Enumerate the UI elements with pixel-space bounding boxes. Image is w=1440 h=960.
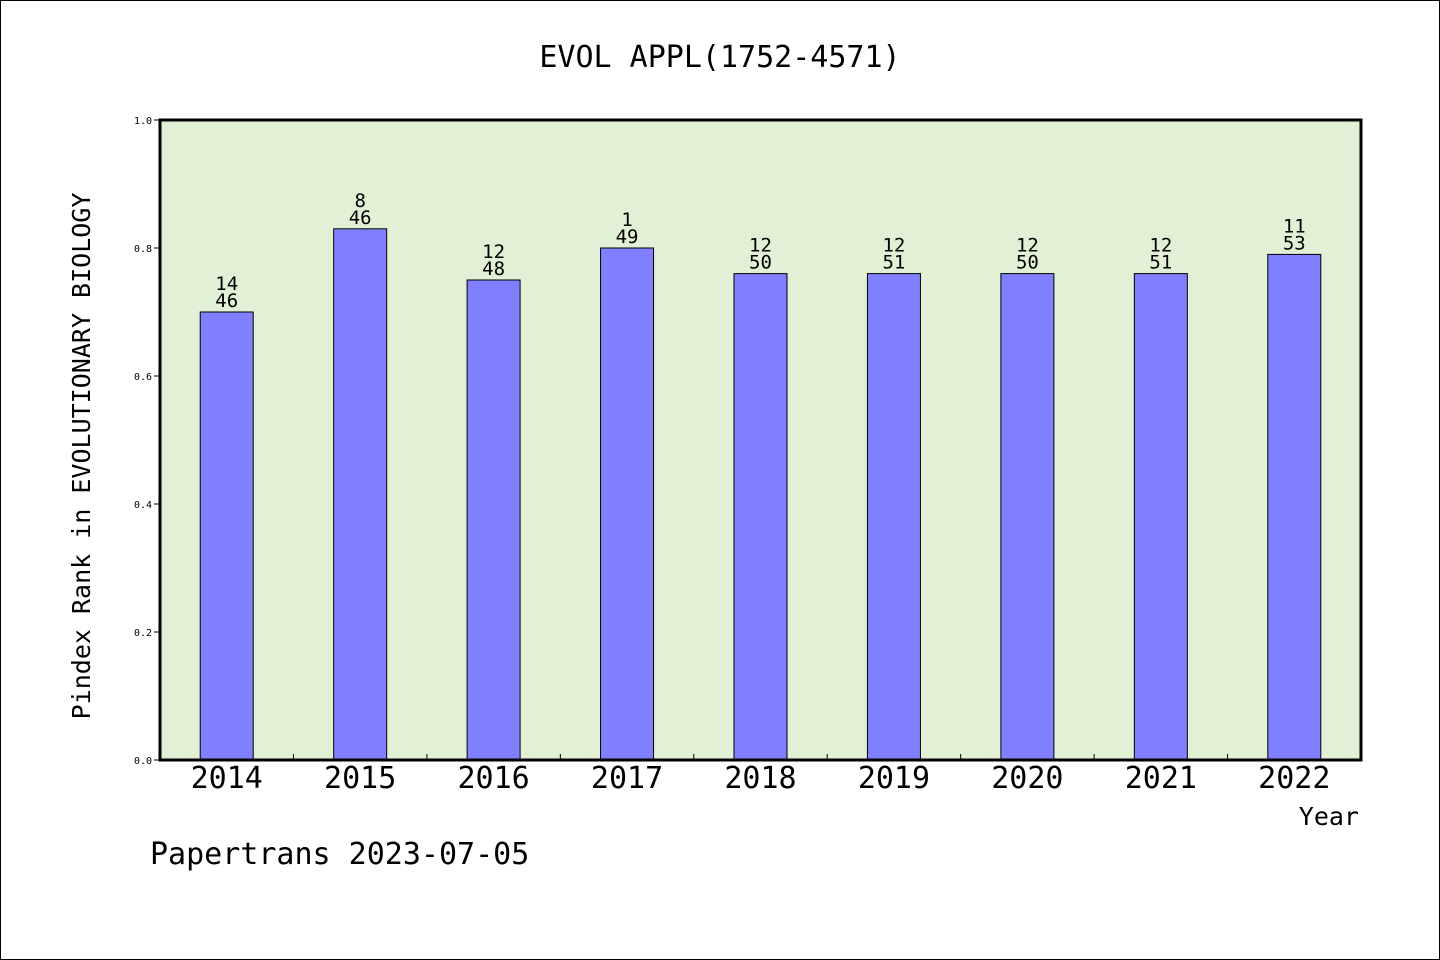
y-tick-label-1: 0.2 <box>134 628 152 639</box>
bar-2021 <box>1133 273 1188 761</box>
bar-rank-label-2018: 12 <box>749 235 772 257</box>
x-tick-label-2014: 2014 <box>191 761 263 796</box>
y-tick-label-3: 0.6 <box>134 372 152 383</box>
bar-rank-label-2019: 12 <box>882 235 905 257</box>
bar-2016 <box>466 279 521 761</box>
bar-2018 <box>733 273 788 761</box>
bar-2017 <box>600 247 655 761</box>
x-tick-label-2021: 2021 <box>1125 761 1197 796</box>
bar-total-label-2014: 46 <box>215 290 238 312</box>
bar-rank-label-2016: 12 <box>482 241 505 263</box>
bar-rank-label-2020: 12 <box>1016 235 1039 257</box>
bar-2015 <box>333 228 388 761</box>
x-tick-label-2020: 2020 <box>991 761 1063 796</box>
x-tick-label-2022: 2022 <box>1258 761 1330 796</box>
y-axis-ticks: 0.0 0.2 0.4 0.6 0.8 1.0 <box>134 116 160 767</box>
x-tick-label-2019: 2019 <box>858 761 930 796</box>
y-tick-label-2: 0.4 <box>134 500 152 511</box>
y-axis-label: Pindex Rank in EVOLUTIONARY BIOLOGY <box>67 193 96 720</box>
bar-total-label-2016: 48 <box>482 258 505 280</box>
x-tick-label-2018: 2018 <box>724 761 796 796</box>
bar-rank-label-2021: 12 <box>1149 235 1172 257</box>
y-tick-label-0: 0.0 <box>134 756 152 767</box>
bar-2022 <box>1267 253 1322 761</box>
x-axis-label: Year <box>1299 802 1359 831</box>
bar-2020 <box>1000 273 1055 761</box>
x-tick-label-2015: 2015 <box>324 761 396 796</box>
bar-rank-label-2022: 11 <box>1283 215 1306 237</box>
x-axis-ticks: 2014 2015 2016 2017 2018 2019 2020 2021 2022 <box>191 754 1330 796</box>
bar-total-label-2020: 50 <box>1016 252 1039 274</box>
plot-border <box>158 118 1363 762</box>
bar-total-label-2022: 53 <box>1283 232 1306 254</box>
bar-total-label-2017: 49 <box>616 226 639 248</box>
y-tick-label-4: 0.8 <box>134 244 152 255</box>
bar-total-label-2018: 50 <box>749 252 772 274</box>
bar-2014 <box>199 311 254 761</box>
bar-2019 <box>866 273 921 761</box>
y-tick-label-5: 1.0 <box>134 116 152 127</box>
x-tick-label-2017: 2017 <box>591 761 663 796</box>
bar-rank-label-2017: 1 <box>621 209 632 231</box>
bar-total-label-2021: 51 <box>1149 252 1172 274</box>
bar-total-label-2015: 46 <box>349 207 372 229</box>
bars-group <box>199 228 1322 761</box>
bar-total-label-2019: 51 <box>882 252 905 274</box>
chart-title: EVOL APPL(1752-4571) <box>539 40 900 75</box>
x-tick-label-2016: 2016 <box>457 761 529 796</box>
bar-rank-label-2014: 14 <box>215 273 238 295</box>
footer-text: Papertrans 2023-07-05 <box>150 837 529 872</box>
bar-rank-label-2015: 8 <box>354 190 365 212</box>
